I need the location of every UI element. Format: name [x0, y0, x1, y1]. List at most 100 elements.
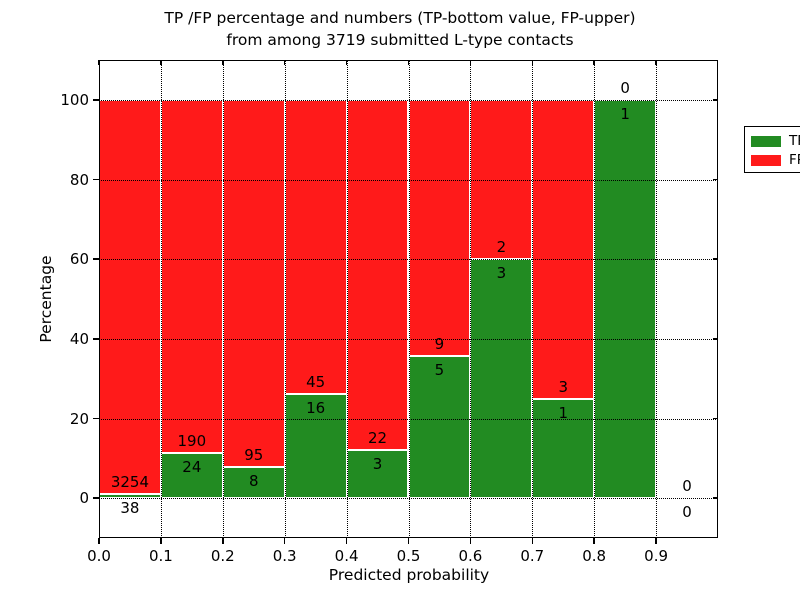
x-tick-label: 0.2 [210, 547, 235, 565]
fp-count-label: 0 [620, 78, 630, 97]
chart-title: TP /FP percentage and numbers (TP-bottom… [0, 7, 800, 51]
y-tick-label: 100 [60, 90, 89, 109]
tp-bar-segment [160, 453, 223, 499]
x-gridline [222, 60, 224, 538]
y-tick-mark-right [713, 258, 718, 260]
fp-bar-segment [99, 99, 161, 494]
fp-count-label: 45 [306, 372, 326, 391]
x-gridline [470, 60, 472, 538]
legend-item-tp: TP [751, 132, 800, 151]
tp-count-label: 1 [620, 104, 630, 123]
tp-count-label: 3 [372, 455, 383, 474]
fp-bar-segment [222, 99, 285, 468]
fp-bar-segment [532, 99, 595, 399]
y-axis-label: Percentage [37, 255, 55, 343]
x-tick-mark [345, 538, 348, 544]
tp-count-label: 5 [434, 360, 445, 379]
tp-count-label: 38 [120, 498, 140, 517]
x-tick-label: 0.4 [334, 547, 359, 565]
x-tick-mark [222, 538, 224, 544]
x-gridline [594, 60, 596, 538]
y-tick-mark [93, 338, 99, 340]
y-tick-mark [93, 178, 99, 181]
x-gridline [160, 60, 162, 538]
fp-count-label: 22 [368, 429, 388, 448]
tp-count-label: 0 [682, 503, 692, 522]
y-tick-label: 0 [79, 489, 89, 508]
fp-legend-swatch [751, 155, 781, 166]
y-tick-mark [93, 99, 99, 101]
y-tick-mark-right [713, 417, 718, 420]
x-tick-mark-top [222, 60, 224, 65]
tp-count-label: 3 [496, 264, 507, 283]
fp-bar-segment [284, 99, 347, 394]
x-tick-label: 0.9 [644, 547, 669, 565]
chart-title-line1: TP /FP percentage and numbers (TP-bottom… [164, 9, 636, 27]
x-tick-mark-top [531, 60, 534, 65]
fp-count-label: 3254 [110, 472, 150, 491]
x-tick-mark-top [593, 60, 595, 65]
y-tick-mark-right [713, 497, 718, 499]
tp-bar-segment [284, 393, 347, 499]
x-tick-mark [283, 538, 286, 544]
fp-bar-segment [160, 99, 223, 454]
tp-bar-segment [222, 467, 285, 499]
fp-count-label: 0 [682, 477, 692, 496]
y-tick-label: 80 [69, 170, 89, 189]
x-tick-mark [593, 538, 595, 544]
x-tick-label: 0.3 [272, 547, 297, 565]
fp-bar-segment [346, 99, 409, 451]
x-gridline [408, 60, 410, 538]
x-tick-mark [160, 538, 162, 544]
x-gridline [532, 60, 534, 538]
chart-title-line2: from among 3719 submitted L-type contact… [226, 31, 574, 49]
tp-count-label: 8 [248, 472, 259, 491]
x-tick-mark-top [407, 60, 410, 65]
plot-area: TP FP [99, 60, 800, 538]
legend: TP FP [744, 126, 800, 173]
x-gridline [346, 60, 348, 538]
y-tick-mark-right [713, 338, 718, 340]
x-tick-label: 0.7 [520, 547, 545, 565]
fp-count-label: 9 [434, 334, 445, 353]
x-tick-mark-top [469, 60, 472, 65]
y-tick-label: 40 [69, 329, 89, 348]
fp-count-label: 3 [558, 377, 569, 396]
tp-bar-segment [408, 355, 471, 499]
fp-count-label: 190 [177, 432, 207, 451]
x-tick-mark [655, 538, 657, 544]
fp-count-label: 2 [496, 238, 507, 257]
x-tick-mark-top [160, 60, 162, 65]
legend-item-fp: FP [751, 151, 800, 170]
x-tick-mark-top [98, 60, 100, 65]
x-tick-mark-top [283, 60, 286, 65]
x-tick-label: 0.5 [396, 547, 421, 565]
y-tick-label: 20 [69, 409, 89, 428]
y-tick-label: 60 [69, 250, 89, 269]
x-axis-label: Predicted probability [328, 566, 490, 584]
x-tick-label: 0.8 [582, 547, 607, 565]
fp-legend-label: FP [789, 152, 800, 168]
fp-bar-segment [470, 99, 533, 260]
x-tick-mark [531, 538, 534, 544]
y-tick-mark-right [713, 178, 718, 181]
x-tick-label: 0.0 [87, 547, 111, 565]
fp-count-label: 95 [244, 446, 264, 465]
x-tick-mark [469, 538, 472, 544]
tp-count-label: 24 [182, 458, 202, 477]
tp-bar-segment [594, 99, 657, 499]
tp-legend-label: TP [789, 133, 800, 149]
x-gridline [284, 60, 286, 538]
y-tick-mark [93, 417, 99, 420]
x-tick-mark-top [655, 60, 657, 65]
tp-legend-swatch [751, 136, 781, 147]
x-tick-mark [98, 538, 100, 544]
x-gridline [656, 60, 658, 538]
y-tick-mark [93, 497, 99, 499]
x-tick-mark-top [345, 60, 348, 65]
x-tick-label: 0.6 [458, 547, 483, 565]
y-tick-mark-right [713, 99, 718, 101]
tp-bar-segment [532, 398, 595, 499]
tp-count-label: 1 [558, 403, 569, 422]
